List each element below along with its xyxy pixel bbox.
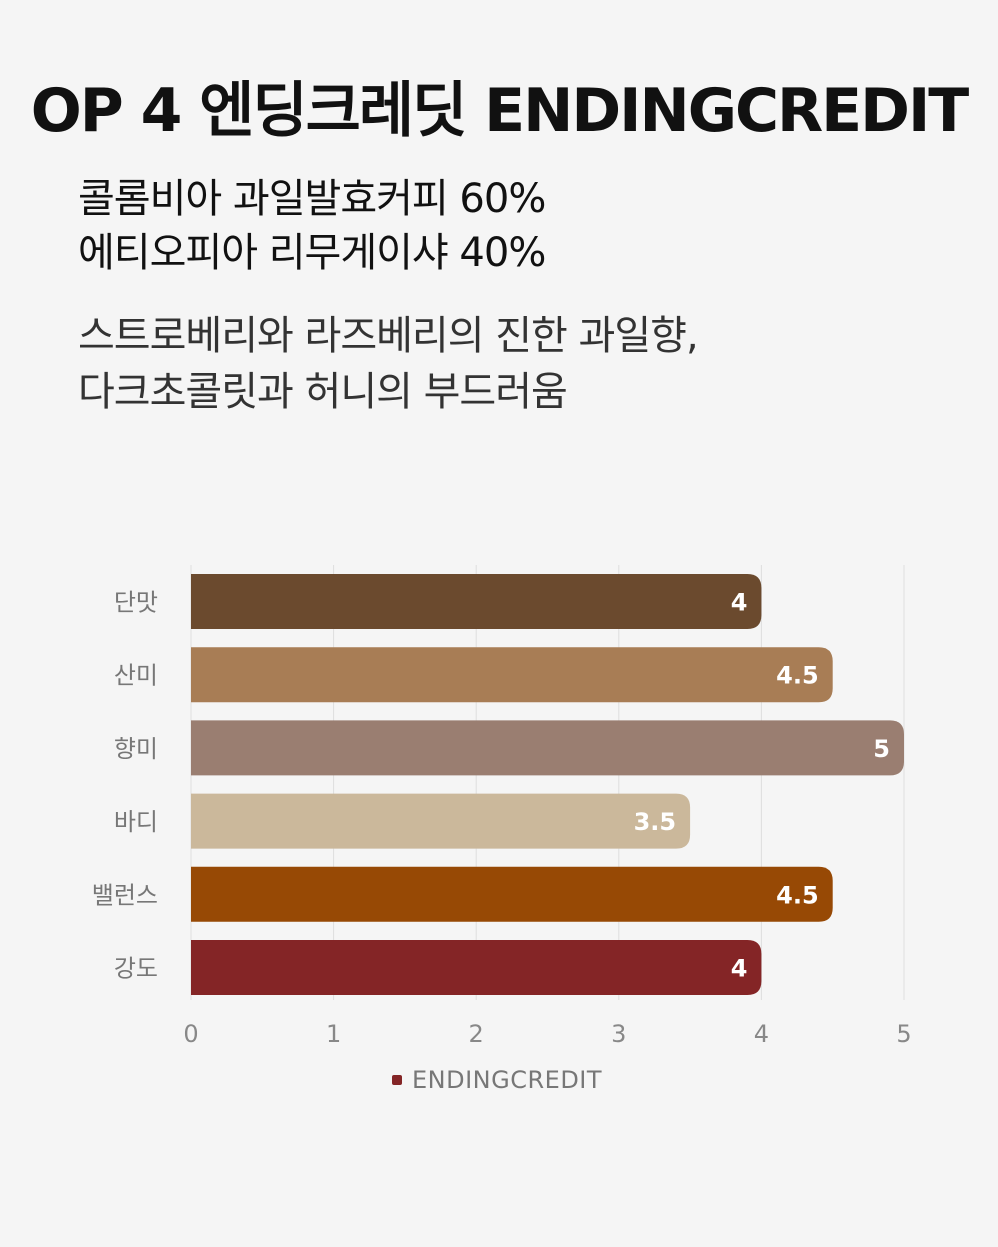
chart-legend: ENDINGCREDIT bbox=[392, 1066, 602, 1094]
bar bbox=[191, 793, 691, 849]
bar bbox=[191, 720, 904, 776]
flavor-note-line-1: 스트로베리와 라즈베리의 진한 과일향, bbox=[78, 313, 699, 359]
data-label: 5 bbox=[873, 735, 890, 763]
bar bbox=[191, 940, 762, 995]
legend-swatch bbox=[392, 1075, 402, 1085]
flavor-notes: 스트로베리와 라즈베리의 진한 과일향, 다크초콜릿과 허니의 부드러움 bbox=[78, 308, 699, 420]
flavor-note-line-2: 다크초콜릿과 허니의 부드러움 bbox=[78, 369, 568, 415]
x-tick-label: 2 bbox=[469, 1020, 484, 1048]
x-tick-label: 3 bbox=[611, 1020, 626, 1048]
bar bbox=[191, 866, 833, 922]
page-title: OP 4 엔딩크레딧 ENDINGCREDIT bbox=[30, 76, 969, 146]
category-label: 단맛 bbox=[114, 589, 158, 617]
data-label: 4.5 bbox=[776, 662, 819, 690]
category-label: 바디 bbox=[114, 808, 158, 836]
category-label: 밸런스 bbox=[92, 881, 158, 909]
blend-line-2: 에티오피아 리무게이샤 40% bbox=[78, 230, 546, 276]
blend-line-1: 콜롬비아 과일발효커피 60% bbox=[78, 176, 546, 222]
bar bbox=[191, 647, 833, 703]
x-tick-label: 4 bbox=[754, 1020, 769, 1048]
data-label: 4 bbox=[731, 589, 748, 617]
bar bbox=[191, 574, 762, 629]
data-label: 3.5 bbox=[634, 808, 677, 836]
blend-composition: 콜롬비아 과일발효커피 60% 에티오피아 리무게이샤 40% bbox=[78, 172, 546, 280]
x-tick-label: 1 bbox=[326, 1020, 341, 1048]
data-label: 4 bbox=[731, 955, 748, 983]
category-label: 산미 bbox=[114, 662, 158, 690]
x-tick-label: 5 bbox=[896, 1020, 911, 1048]
category-label: 강도 bbox=[114, 955, 158, 983]
data-label: 4.5 bbox=[776, 881, 819, 909]
category-label: 향미 bbox=[114, 735, 158, 763]
legend-label: ENDINGCREDIT bbox=[412, 1066, 603, 1094]
x-tick-label: 0 bbox=[183, 1020, 198, 1048]
